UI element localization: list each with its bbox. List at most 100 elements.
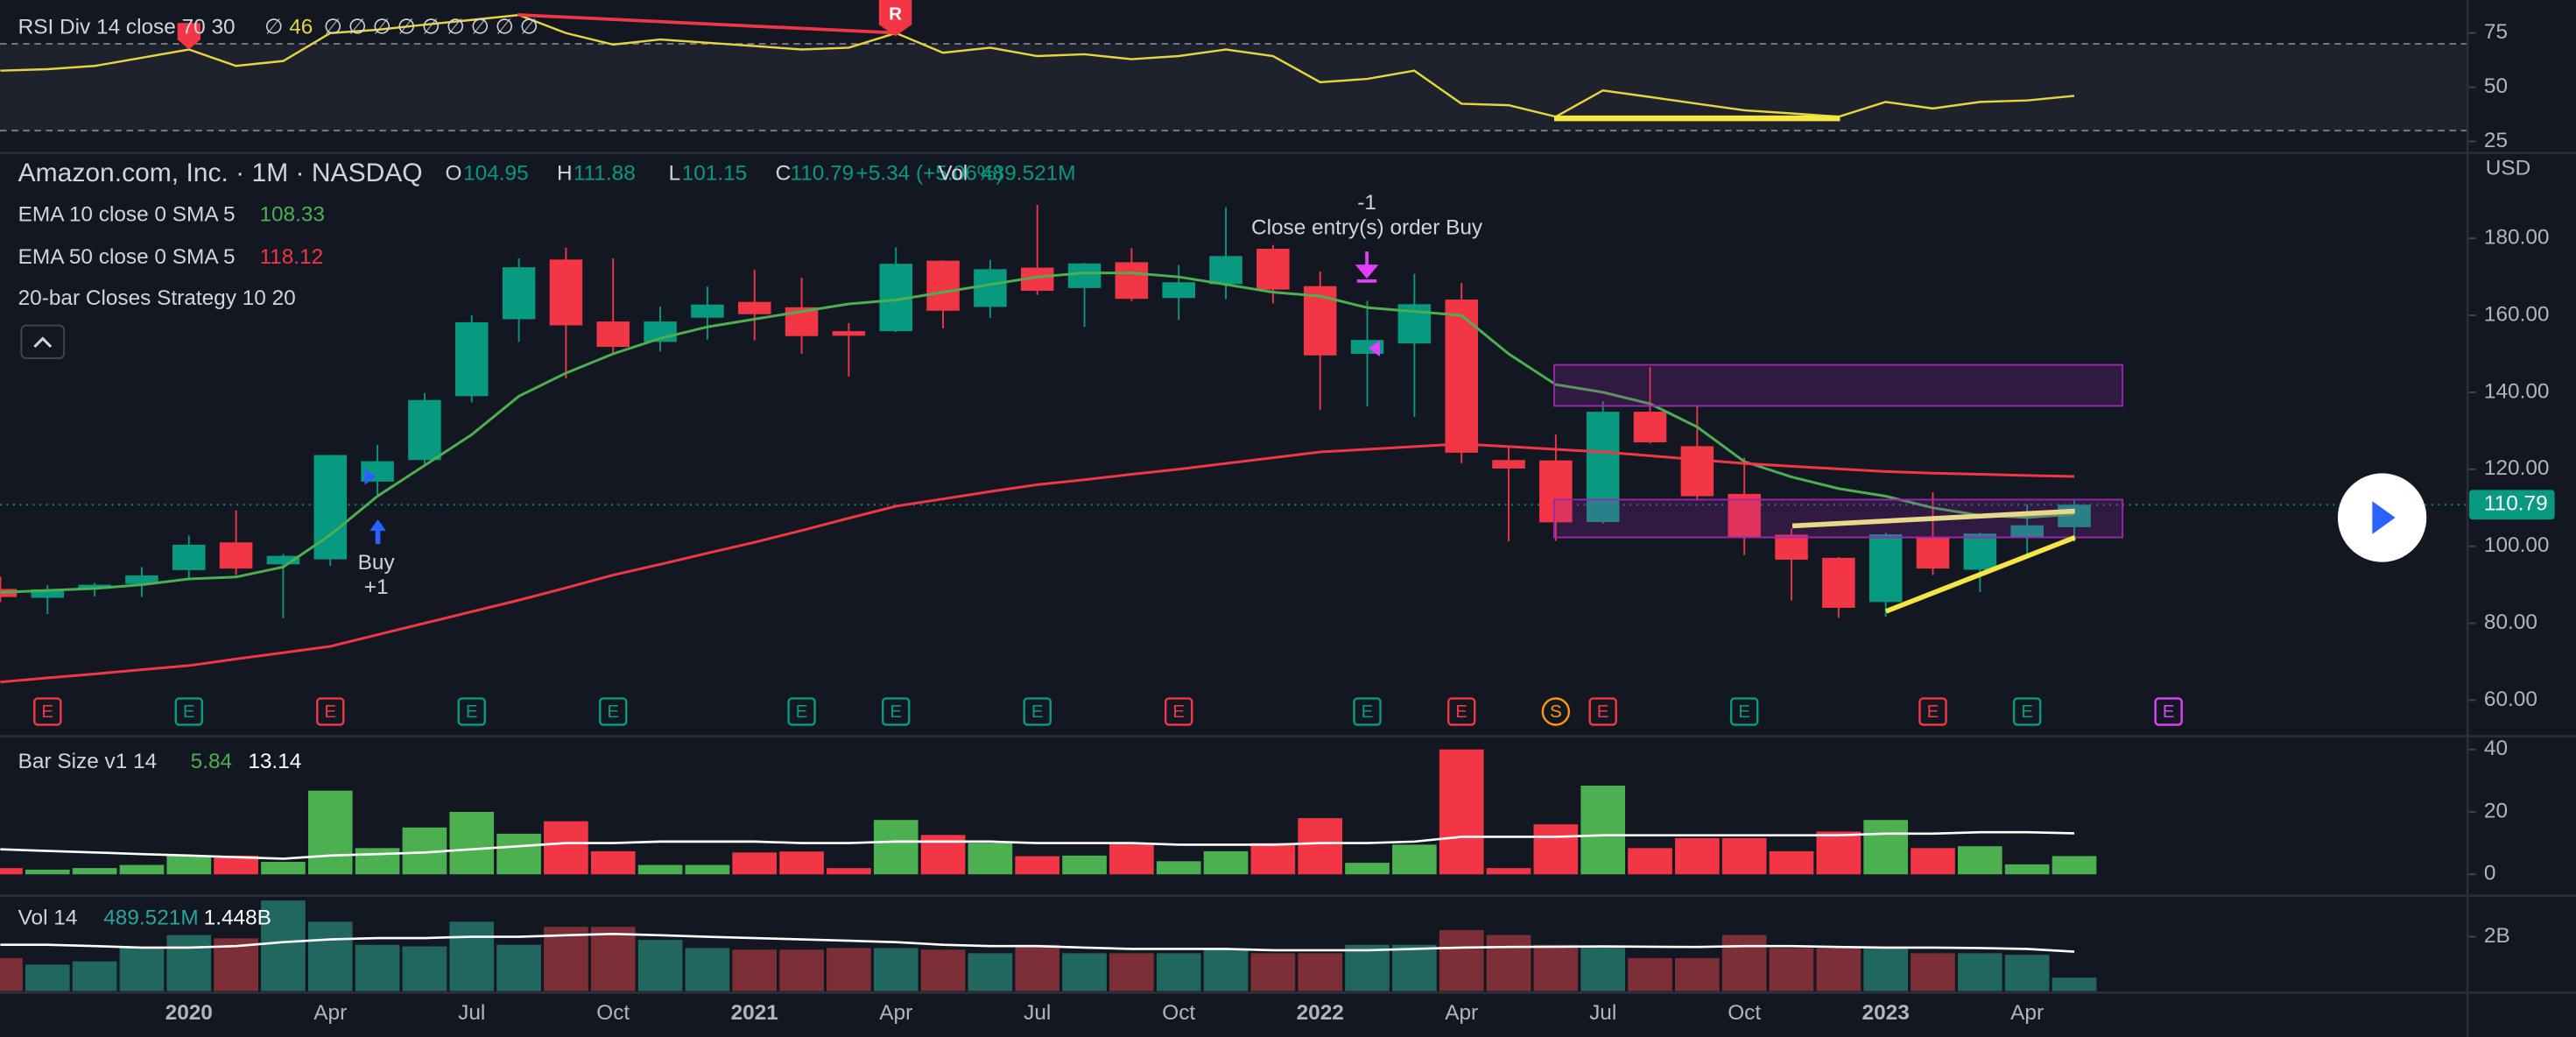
y-tick-label: 160.00 xyxy=(2484,302,2550,326)
bar xyxy=(1486,868,1531,875)
collapse-button-frame[interactable] xyxy=(20,324,66,360)
bar xyxy=(2004,864,2050,875)
candle-body xyxy=(1256,249,1290,290)
divergence-tag-label: R xyxy=(889,4,902,24)
bar xyxy=(1015,944,1060,991)
ohlc-key: H xyxy=(557,161,573,185)
bar xyxy=(25,869,70,875)
zone-box xyxy=(1553,363,2124,407)
candle-body xyxy=(1775,534,1808,561)
y-tick-label: 20 xyxy=(2484,799,2508,822)
collapse-button[interactable] xyxy=(20,324,66,360)
candle-body xyxy=(219,542,253,569)
ohlc-key: C xyxy=(776,161,792,185)
indicator-legend: EMA 50 close 0 SMA 5 xyxy=(18,245,236,269)
y-tick-label: 80.00 xyxy=(2484,610,2537,634)
replay-button[interactable] xyxy=(2337,473,2427,562)
barsize-value: 5.84 xyxy=(191,750,232,773)
event-badge xyxy=(1023,697,1052,726)
bar xyxy=(119,948,165,991)
buy-qty: +1 xyxy=(364,575,389,599)
rsi-legend: RSI Div 14 close 70 30 xyxy=(18,15,236,39)
bar xyxy=(1911,848,1955,875)
y-tick-label: 140.00 xyxy=(2484,379,2550,403)
candle-body xyxy=(1963,533,1997,570)
candle-body xyxy=(1728,493,1761,538)
collapse-icon[interactable] xyxy=(33,336,53,348)
replay-icon[interactable] xyxy=(2372,501,2396,534)
bar xyxy=(72,961,117,991)
bar xyxy=(1769,850,1814,875)
candle-body xyxy=(974,269,1007,307)
bar xyxy=(402,946,447,991)
event-badge xyxy=(1729,697,1759,726)
bar xyxy=(1533,824,1579,875)
rsi-band xyxy=(0,44,2468,131)
candle-body xyxy=(172,544,206,570)
event-badge xyxy=(33,697,62,726)
rsi-na: ∅ xyxy=(264,15,283,39)
candle-body xyxy=(78,584,111,589)
bar xyxy=(496,833,541,875)
bar xyxy=(685,864,730,875)
bar xyxy=(355,848,400,875)
candle-body xyxy=(1067,263,1101,288)
bar xyxy=(637,864,683,875)
bar xyxy=(732,852,778,875)
buy-label: Buy xyxy=(358,551,396,575)
bar xyxy=(1203,949,1249,991)
price-tag xyxy=(2469,490,2555,520)
ohlc-key: O xyxy=(445,161,461,185)
event-badge xyxy=(316,697,345,726)
candle-body xyxy=(1822,557,1855,608)
bar xyxy=(119,864,165,875)
bar xyxy=(732,949,778,991)
x-tick-label: Oct xyxy=(1728,1001,1761,1025)
trend-line xyxy=(1791,508,2075,529)
bar xyxy=(1345,944,1390,991)
candle-body xyxy=(502,267,536,320)
event-label: E xyxy=(2163,702,2175,722)
strategy-legend: 20-bar Closes Strategy 10 20 xyxy=(18,286,296,310)
bar xyxy=(827,948,871,991)
exit-label: Close entry(s) order Buy xyxy=(1251,215,1483,239)
event-badge xyxy=(1918,697,1947,726)
bar xyxy=(214,855,258,875)
bar xyxy=(1863,820,1908,875)
y-tick-label: 60.00 xyxy=(2484,688,2537,711)
event-label: E xyxy=(183,702,195,722)
event-label: E xyxy=(2021,702,2033,722)
bar xyxy=(590,927,636,991)
bar xyxy=(1957,953,2002,991)
volume-legend-average: 1.448B xyxy=(204,906,271,929)
candle-body xyxy=(1633,412,1667,443)
bar xyxy=(873,820,918,875)
bar xyxy=(1628,848,1672,875)
bar xyxy=(355,944,400,991)
bar xyxy=(685,948,730,991)
candle-body xyxy=(832,331,866,336)
volume-legend: Vol 14 xyxy=(18,906,78,929)
x-tick-label: 2021 xyxy=(731,1001,778,1025)
bar xyxy=(1298,818,1343,875)
bar xyxy=(1015,856,1060,875)
x-tick-label: Apr xyxy=(1445,1001,1478,1025)
ohlc-value: 104.95 xyxy=(463,161,529,185)
candle-body xyxy=(1115,262,1149,300)
bar xyxy=(261,900,306,991)
bar xyxy=(1957,846,2002,875)
bar xyxy=(1721,837,1767,875)
back-layer xyxy=(0,13,2476,991)
bar xyxy=(449,921,495,991)
y-tick-label: 2B xyxy=(2484,924,2510,948)
event-badge xyxy=(2154,697,2183,726)
divergence-tag xyxy=(878,0,912,37)
event-badge xyxy=(457,697,486,726)
bar xyxy=(1392,844,1437,875)
event-badge xyxy=(1541,697,1571,726)
x-tick-label: Jul xyxy=(1589,1001,1616,1025)
x-tick-label: Apr xyxy=(313,1001,347,1025)
bar xyxy=(449,811,495,875)
